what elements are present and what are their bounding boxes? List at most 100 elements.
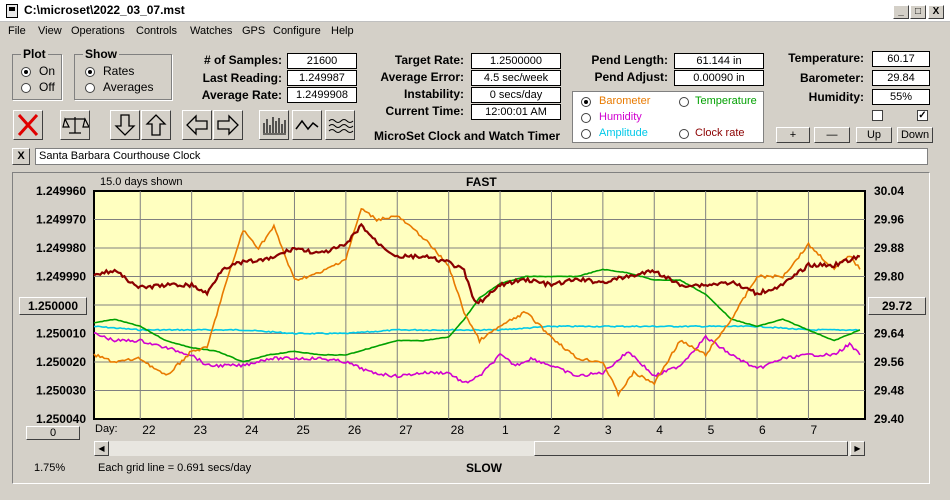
humidity-radio[interactable] bbox=[581, 113, 591, 123]
scale-up-button[interactable]: Up bbox=[856, 127, 892, 143]
left-tick-label: 1.249990 bbox=[36, 270, 86, 284]
humidity-option-label: Humidity bbox=[599, 111, 642, 123]
last-reading-value: 1.249987 bbox=[287, 70, 357, 86]
right-center-button[interactable]: 29.72 bbox=[868, 297, 926, 315]
plot-off-radio[interactable] bbox=[21, 83, 31, 93]
show-rates-label: Rates bbox=[103, 64, 135, 78]
menu-configure[interactable]: Configure bbox=[273, 25, 321, 37]
x-tick-label: 7 bbox=[810, 423, 817, 437]
window-title: C:\microset\2022_03_07.mst bbox=[24, 3, 185, 17]
clock-rate-radio[interactable] bbox=[679, 129, 689, 139]
balance-button[interactable] bbox=[60, 110, 90, 140]
right-tick-label: 29.40 bbox=[874, 412, 904, 426]
pend-adjust-label: Pend Adjust: bbox=[594, 70, 668, 84]
zero-button[interactable]: 0 bbox=[26, 426, 80, 440]
description-field[interactable]: Santa Barbara Courthouse Clock bbox=[35, 148, 928, 165]
arrow-left-button[interactable] bbox=[182, 110, 212, 140]
center-rate-button[interactable]: 1.250000 bbox=[19, 297, 87, 315]
checkbox-right[interactable]: ✓ bbox=[917, 110, 928, 121]
x-tick-label: 6 bbox=[759, 423, 766, 437]
x-tick-label: 23 bbox=[194, 423, 208, 437]
pend-adjust-value: 0.00090 in bbox=[674, 70, 764, 86]
menu-gps[interactable]: GPS bbox=[242, 25, 266, 37]
pend-length-value: 61.144 in bbox=[674, 53, 764, 69]
time-scrollbar[interactable]: ◀ ▶ bbox=[94, 441, 865, 456]
current-time-value: 12:00:01 AM bbox=[471, 104, 561, 120]
waveform-button[interactable] bbox=[292, 110, 322, 140]
arrow-right-icon bbox=[217, 114, 239, 136]
average-rate-label: Average Rate: bbox=[201, 88, 282, 102]
humidity-value: 55% bbox=[872, 89, 930, 105]
arrow-down-icon bbox=[114, 114, 136, 136]
clock-rate-option-label: Clock rate bbox=[695, 127, 745, 139]
barometer-option-label: Barometer bbox=[599, 95, 651, 107]
grid-note-label: Each grid line = 0.691 secs/day bbox=[98, 462, 252, 474]
left-tick-label: 1.250030 bbox=[36, 384, 86, 398]
temperature-radio[interactable] bbox=[679, 97, 689, 107]
series-barometer-line bbox=[93, 207, 861, 398]
scroll-right-button[interactable]: ▶ bbox=[850, 441, 865, 456]
right-tick-label: 29.48 bbox=[874, 384, 904, 398]
x-tick-label: 1 bbox=[502, 423, 509, 437]
plot-on-radio[interactable] bbox=[21, 67, 31, 77]
right-tick-label: 29.64 bbox=[874, 327, 904, 341]
app-name-label: MicroSet Clock and Watch Timer bbox=[374, 129, 561, 143]
instability-value: 0 secs/day bbox=[471, 87, 561, 103]
temperature-value: 60.17 bbox=[872, 51, 930, 67]
menu-bar: File View Operations Controls Watches GP… bbox=[0, 22, 950, 42]
scroll-left-button[interactable]: ◀ bbox=[94, 441, 109, 456]
x-tick-label: 2 bbox=[553, 423, 560, 437]
description-close-button[interactable]: X bbox=[12, 148, 30, 165]
fast-label: FAST bbox=[466, 175, 497, 189]
scale-plus-button[interactable]: + bbox=[776, 127, 810, 143]
balance-scale-icon bbox=[62, 117, 90, 134]
menu-operations[interactable]: Operations bbox=[71, 25, 125, 37]
plot-on-label: On bbox=[39, 64, 56, 78]
barometer-label: Barometer: bbox=[799, 71, 864, 85]
close-button[interactable]: X bbox=[928, 5, 944, 19]
scale-down-button[interactable]: Down bbox=[897, 127, 933, 143]
arrow-left-icon bbox=[186, 114, 208, 136]
right-tick-label: 29.56 bbox=[874, 355, 904, 369]
left-tick-label: 1.249970 bbox=[36, 213, 86, 227]
days-shown-label: 15.0 days shown bbox=[100, 176, 183, 188]
right-tick-label: 29.96 bbox=[874, 213, 904, 227]
wavy-lines-icon bbox=[328, 119, 354, 133]
x-tick-label: 5 bbox=[708, 423, 715, 437]
arrow-down-button[interactable] bbox=[110, 110, 140, 140]
plot-panel bbox=[12, 172, 930, 484]
left-tick-label: 1.249980 bbox=[36, 241, 86, 255]
menu-help[interactable]: Help bbox=[331, 25, 354, 37]
x-tick-label: 26 bbox=[348, 423, 362, 437]
temperature-option-label: Temperature bbox=[695, 95, 757, 107]
amplitude-radio[interactable] bbox=[581, 129, 591, 139]
x-tick-label: 3 bbox=[605, 423, 612, 437]
humidity-label: Humidity: bbox=[808, 90, 864, 104]
arrow-right-button[interactable] bbox=[213, 110, 243, 140]
left-tick-label: 1.250040 bbox=[36, 412, 86, 426]
x-tick-label: 24 bbox=[245, 423, 259, 437]
menu-watches[interactable]: Watches bbox=[190, 25, 233, 37]
histogram-button[interactable] bbox=[259, 110, 289, 140]
minimize-button[interactable]: _ bbox=[893, 5, 909, 19]
checkbox-left[interactable] bbox=[872, 110, 883, 121]
barometer-radio[interactable] bbox=[581, 97, 591, 107]
show-rates-radio[interactable] bbox=[85, 67, 95, 77]
scale-minus-button[interactable]: — bbox=[814, 127, 850, 143]
scroll-thumb[interactable] bbox=[534, 441, 848, 456]
target-rate-value: 1.2500000 bbox=[471, 53, 561, 69]
menu-controls[interactable]: Controls bbox=[136, 25, 177, 37]
arrow-up-button[interactable] bbox=[141, 110, 171, 140]
show-averages-radio[interactable] bbox=[85, 83, 95, 93]
wavy-lines-button[interactable] bbox=[325, 110, 355, 140]
clear-button[interactable] bbox=[13, 110, 43, 140]
menu-file[interactable]: File bbox=[8, 25, 26, 37]
x-tick-label: 4 bbox=[656, 423, 663, 437]
target-rate-label: Target Rate: bbox=[394, 53, 464, 67]
slow-label: SLOW bbox=[466, 461, 502, 475]
maximize-button[interactable]: □ bbox=[910, 5, 926, 19]
right-tick-label: 29.80 bbox=[874, 270, 904, 284]
title-bar: C:\microset\2022_03_07.mst _ □ X bbox=[0, 0, 950, 22]
menu-view[interactable]: View bbox=[38, 25, 62, 37]
